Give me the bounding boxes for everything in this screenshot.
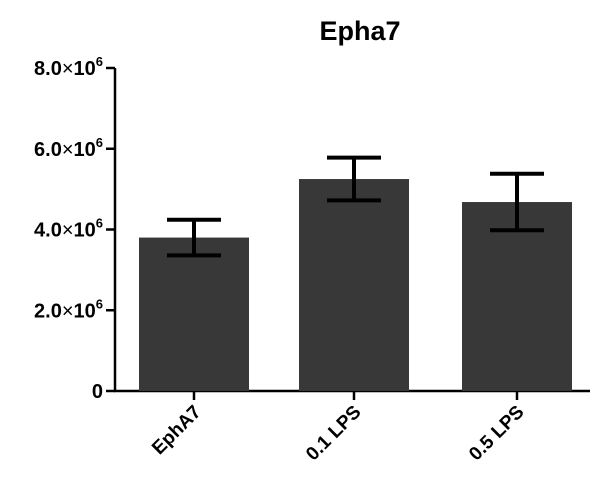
y-tick-base: 10 (74, 220, 96, 242)
x-tick-label: EphA7 (148, 402, 205, 459)
x-tick-label: 0.1 LPS (302, 402, 365, 465)
y-tick-times: × (62, 58, 74, 80)
svg-text:2.0×106: 2.0×106 (34, 296, 103, 322)
y-tick-mantissa: 8.0 (34, 58, 62, 80)
svg-text:6.0×106: 6.0×106 (34, 135, 103, 161)
svg-text:4.0×106: 4.0×106 (34, 216, 103, 242)
x-tick-label: 0.5 LPS (465, 402, 528, 465)
y-tick-base: 10 (74, 139, 96, 161)
svg-text:8.0×106: 8.0×106 (34, 54, 103, 80)
bar (462, 202, 572, 391)
y-tick-times: × (62, 300, 74, 322)
bars (139, 155, 572, 391)
chart-title: Epha7 (319, 16, 400, 46)
y-tick-base: 10 (74, 300, 96, 322)
y-tick-mantissa: 0 (92, 381, 103, 403)
x-axis-ticks: EphA7 0.1 LPS 0.5 LPS (148, 391, 529, 465)
y-tick-exponent: 6 (96, 216, 103, 231)
y-tick-label: 0 (92, 381, 103, 403)
y-tick-exponent: 6 (96, 54, 103, 69)
error-bar (490, 171, 544, 233)
y-tick-times: × (62, 139, 74, 161)
y-tick-exponent: 6 (96, 296, 103, 311)
bar (299, 179, 409, 391)
y-tick-mantissa: 2.0 (34, 300, 62, 322)
y-tick-label: 2.0×106 (34, 296, 103, 322)
y-tick-exponent: 6 (96, 135, 103, 150)
bar (139, 237, 249, 391)
svg-text:0: 0 (92, 381, 103, 403)
y-tick-label: 8.0×106 (34, 54, 103, 80)
error-bar (167, 217, 221, 258)
y-tick-base: 10 (74, 58, 96, 80)
error-bar (327, 155, 381, 203)
y-tick-mantissa: 6.0 (34, 139, 62, 161)
y-tick-label: 6.0×106 (34, 135, 103, 161)
y-tick-mantissa: 4.0 (34, 220, 62, 242)
y-tick-times: × (62, 220, 74, 242)
y-tick-label: 4.0×106 (34, 216, 103, 242)
